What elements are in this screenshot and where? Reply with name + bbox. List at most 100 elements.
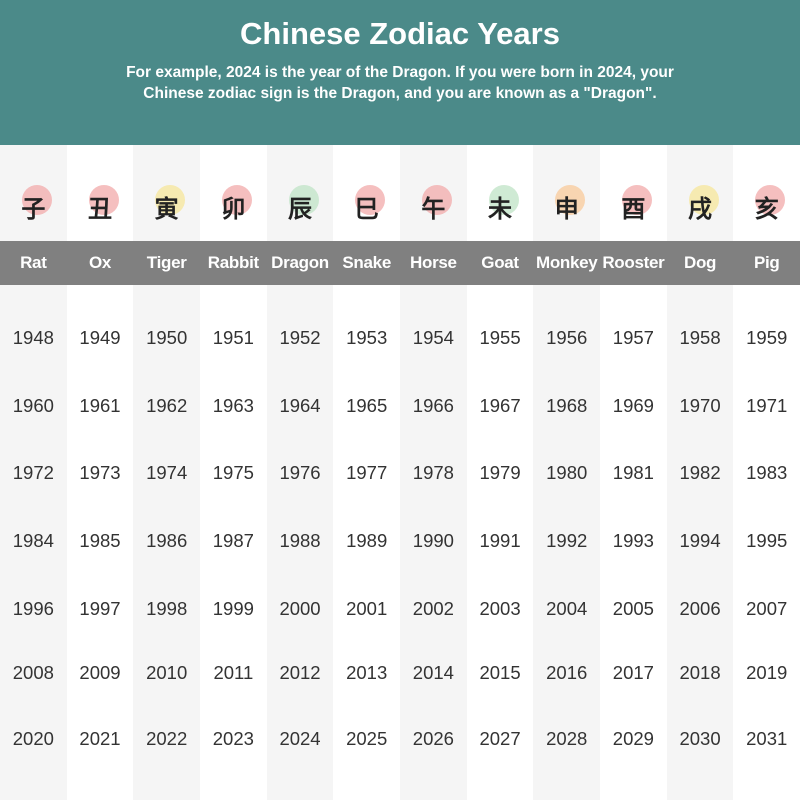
year-cell: 2029	[612, 728, 654, 749]
animal-name: Snake	[342, 253, 391, 272]
color-blob	[555, 185, 586, 215]
year-cell: 1976	[279, 462, 321, 483]
zodiac-character: 卯	[221, 194, 246, 223]
year-cell: 1977	[346, 462, 388, 483]
year-cell: 1970	[679, 395, 721, 416]
year-cell: 1972	[12, 462, 54, 483]
horse-icon: 午	[400, 167, 467, 237]
year-cell: 1998	[146, 598, 188, 619]
color-blob	[688, 185, 719, 215]
year-cell: 1966	[412, 395, 454, 416]
column-rabbit: 卯 1951 1963 1975 1987 1999 2011 2023	[200, 145, 267, 800]
year-cell: 2010	[146, 662, 188, 683]
rabbit-icon: 卯	[200, 167, 267, 237]
year-cell: 2026	[412, 728, 454, 749]
year-cell: 2005	[612, 598, 654, 619]
year-cell: 1948	[12, 327, 54, 348]
year-cell: 1982	[679, 462, 721, 483]
year-cell: 1994	[679, 530, 721, 551]
color-blob	[422, 185, 453, 215]
animal-name: Tiger	[146, 253, 187, 272]
year-cell: 1978	[412, 462, 454, 483]
year-cell: 1953	[346, 327, 388, 348]
year-cell: 2008	[12, 662, 54, 683]
zodiac-character: 午	[421, 194, 446, 223]
ox-icon: 丑	[67, 167, 134, 237]
year-cell: 2009	[79, 662, 121, 683]
zodiac-character: 戌	[688, 194, 713, 223]
zodiac-character: 亥	[754, 194, 779, 223]
year-cell: 1987	[212, 530, 254, 551]
year-cell: 1950	[146, 327, 188, 348]
color-blob	[488, 185, 519, 215]
year-cell: 1971	[746, 395, 788, 416]
zodiac-character: 申	[554, 194, 579, 223]
year-cell: 1986	[146, 530, 188, 551]
year-cell: 2000	[279, 598, 321, 619]
column-ox: 丑 1949 1961 1973 1985 1997 2009 2021	[67, 145, 134, 800]
animal-name: Rooster	[602, 253, 665, 272]
year-cell: 2018	[679, 662, 721, 683]
year-cell: 1969	[612, 395, 654, 416]
year-cell: 2013	[346, 662, 388, 683]
year-cell: 2027	[479, 728, 521, 749]
header-banner: Chinese Zodiac Years For example, 2024 i…	[0, 0, 800, 145]
year-cell: 1996	[12, 598, 54, 619]
year-cell: 2011	[213, 662, 254, 683]
color-blob	[622, 185, 653, 215]
animal-name: Dog	[683, 253, 717, 272]
year-cell: 1989	[346, 530, 388, 551]
zodiac-character: 巳	[354, 194, 379, 223]
year-cell: 1961	[79, 395, 121, 416]
year-cell: 1988	[279, 530, 321, 551]
year-cell: 1990	[412, 530, 454, 551]
column-goat: 未 1955 1967 1979 1991 2003 2015 2027	[467, 145, 534, 800]
year-cell: 2025	[346, 728, 388, 749]
animal-name: Monkey	[535, 253, 598, 272]
year-cell: 1973	[79, 462, 121, 483]
year-cell: 1963	[212, 395, 254, 416]
year-cell: 1949	[79, 327, 121, 348]
year-cell: 1957	[612, 327, 654, 348]
year-cell: 1980	[546, 462, 588, 483]
year-cell: 1979	[479, 462, 521, 483]
page-title: Chinese Zodiac Years	[240, 16, 560, 51]
year-cell: 2004	[546, 598, 588, 619]
color-blob	[155, 185, 186, 215]
year-cell: 2031	[746, 728, 788, 749]
column-snake: 巳 1953 1965 1977 1989 2001 2013 2025	[333, 145, 400, 800]
zodiac-character: 辰	[288, 194, 313, 223]
column-rooster: 酉 1957 1969 1981 1993 2005 2017 2029	[600, 145, 667, 800]
snake-icon: 巳	[333, 167, 400, 237]
year-cell: 1958	[679, 327, 721, 348]
year-cell: 1974	[146, 462, 188, 483]
color-blob	[288, 185, 319, 215]
animal-name: Ox	[88, 253, 112, 272]
year-cell: 2006	[679, 598, 721, 619]
dog-icon: 戌	[667, 167, 734, 237]
year-cell: 1955	[479, 327, 521, 348]
year-cell: 2001	[346, 598, 388, 619]
year-cell: 1959	[746, 327, 788, 348]
year-cell: 2022	[146, 728, 188, 749]
year-cell: 2023	[212, 728, 254, 749]
zodiac-character: 丑	[88, 194, 112, 223]
year-cell: 1968	[546, 395, 588, 416]
color-blob	[222, 185, 253, 215]
year-cell: 1997	[79, 598, 121, 619]
year-cell: 2016	[546, 662, 588, 683]
year-cell: 2021	[79, 728, 121, 749]
zodiac-character: 未	[488, 194, 513, 223]
year-cell: 1983	[746, 462, 788, 483]
year-cell: 2014	[412, 662, 454, 683]
subtitle-line-2: Chinese zodiac sign is the Dragon, and y…	[143, 85, 657, 102]
year-cell: 1956	[546, 327, 588, 348]
animal-name: Goat	[481, 253, 519, 272]
color-blob	[22, 185, 52, 215]
year-cell: 1993	[612, 530, 654, 551]
year-cell: 2012	[279, 662, 321, 683]
subtitle-line-1: For example, 2024 is the year of the Dra…	[126, 64, 674, 81]
animal-name: Rat	[20, 253, 47, 272]
year-cell: 1975	[212, 462, 254, 483]
zodiac-character: 寅	[154, 194, 179, 223]
